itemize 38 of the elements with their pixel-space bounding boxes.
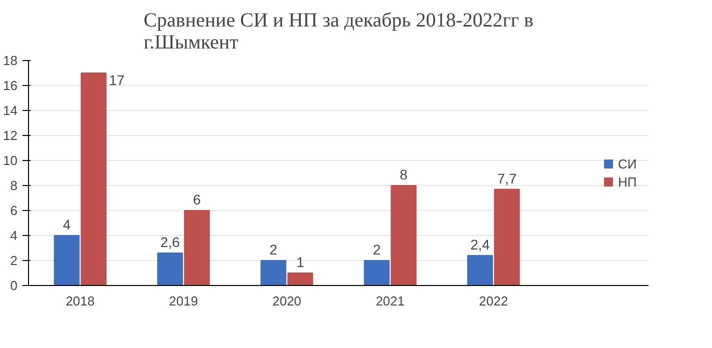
bar (184, 210, 210, 286)
y-tick-label: 8 (10, 178, 18, 193)
bar (54, 235, 80, 286)
chart-title: Сравнение СИ и НП за декабрь 2018-2022гг в г.Шымкент (144, 10, 534, 54)
x-tick-label: 2022 (479, 294, 508, 308)
y-tick-label: 6 (10, 203, 18, 218)
y-tick-label: 14 (3, 103, 18, 118)
bar (467, 255, 493, 286)
data-label: 4 (62, 216, 71, 232)
data-label: 8 (400, 166, 408, 182)
data-label: 2 (270, 242, 278, 258)
y-tick-label: 4 (10, 228, 18, 243)
data-label: 6 (193, 192, 202, 208)
data-label: 7,7 (497, 170, 517, 186)
x-tick-label: 2021 (376, 294, 405, 308)
bar (364, 260, 390, 286)
y-tick-label: 16 (3, 78, 18, 93)
data-label: 1 (296, 254, 304, 270)
bar (287, 272, 314, 286)
data-label: 2,6 (160, 234, 180, 250)
bar (390, 185, 416, 286)
y-tick-label: 18 (3, 53, 18, 68)
data-label: 2 (372, 242, 381, 258)
x-tick-label: 2020 (272, 294, 302, 308)
bar (157, 252, 183, 286)
x-tick-label: 2018 (66, 294, 95, 308)
y-tick-label: 12 (3, 128, 18, 143)
legend-label: НП (618, 174, 638, 189)
x-tick-label: 2019 (169, 294, 198, 308)
y-tick-label: 0 (10, 278, 18, 293)
data-label: 17 (109, 72, 125, 88)
y-tick-label: 10 (3, 153, 18, 168)
data-label: 2,4 (470, 236, 490, 252)
legend-label: СИ (618, 156, 638, 171)
y-tick-label: 2 (10, 253, 18, 268)
bar (80, 72, 106, 286)
bar (260, 260, 286, 286)
bar (494, 188, 520, 286)
